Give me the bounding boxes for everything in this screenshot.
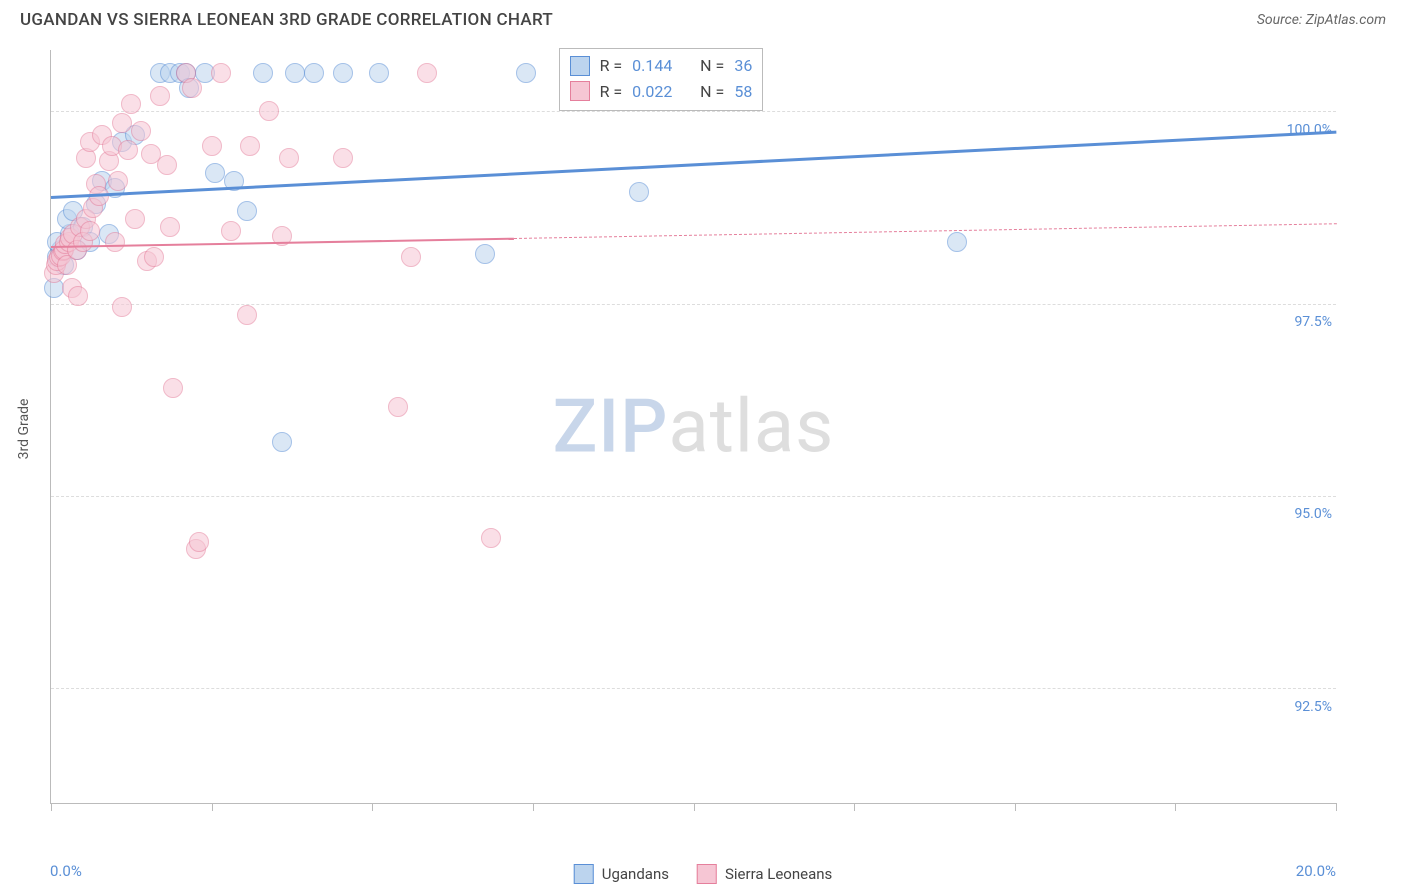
scatter-point-sierra_leoneans <box>240 136 260 156</box>
scatter-point-sierra_leoneans <box>211 63 231 83</box>
stats-row-sierra_leoneans: R = 0.022 N = 58 <box>570 79 753 105</box>
scatter-point-ugandans <box>516 63 536 83</box>
x-tick <box>51 803 52 811</box>
x-tick <box>1175 803 1176 811</box>
scatter-point-ugandans <box>205 163 225 183</box>
scatter-point-ugandans <box>237 201 257 221</box>
scatter-point-sierra_leoneans <box>118 140 138 160</box>
scatter-point-sierra_leoneans <box>68 286 88 306</box>
scatter-point-sierra_leoneans <box>131 121 151 141</box>
watermark: ZIPatlas <box>553 383 835 470</box>
scatter-point-sierra_leoneans <box>80 221 100 241</box>
r-label: R = <box>600 79 623 105</box>
scatter-point-sierra_leoneans <box>112 113 132 133</box>
scatter-point-sierra_leoneans <box>160 217 180 237</box>
scatter-point-sierra_leoneans <box>112 297 132 317</box>
scatter-point-ugandans <box>304 63 324 83</box>
legend-item-ugandans: Ugandans <box>574 864 669 884</box>
source-attribution: Source: ZipAtlas.com <box>1257 12 1386 28</box>
chart-header: UGANDAN VS SIERRA LEONEAN 3RD GRADE CORR… <box>0 0 1406 34</box>
gridline-h <box>51 111 1336 112</box>
scatter-point-ugandans <box>253 63 273 83</box>
scatter-point-sierra_leoneans <box>279 148 299 168</box>
stats-row-ugandans: R = 0.144 N = 36 <box>570 53 753 79</box>
n-label: N = <box>700 79 724 105</box>
gridline-h <box>51 688 1336 689</box>
x-tick <box>533 803 534 811</box>
scatter-point-sierra_leoneans <box>125 209 145 229</box>
scatter-point-sierra_leoneans <box>144 247 164 267</box>
scatter-point-sierra_leoneans <box>108 171 128 191</box>
legend-item-sierra_leoneans: Sierra Leoneans <box>697 864 832 884</box>
x-axis-max-label: 20.0% <box>1296 862 1336 880</box>
scatter-point-sierra_leoneans <box>221 221 241 241</box>
x-tick <box>372 803 373 811</box>
n-value: 36 <box>734 53 752 79</box>
y-tick-label: 97.5% <box>1294 314 1332 330</box>
scatter-point-sierra_leoneans <box>163 378 183 398</box>
scatter-point-ugandans <box>369 63 389 83</box>
scatter-point-ugandans <box>333 63 353 83</box>
legend-label: Ugandans <box>602 865 669 883</box>
scatter-point-ugandans <box>947 232 967 252</box>
scatter-point-sierra_leoneans <box>481 528 501 548</box>
legend-bottom: Ugandans Sierra Leoneans <box>574 864 833 884</box>
legend-swatch-ugandans <box>574 864 594 884</box>
gridline-h <box>51 496 1336 497</box>
swatch-sierra_leoneans <box>570 81 590 101</box>
scatter-point-sierra_leoneans <box>182 78 202 98</box>
scatter-point-ugandans <box>272 432 292 452</box>
scatter-point-sierra_leoneans <box>157 155 177 175</box>
x-tick <box>1015 803 1016 811</box>
trend-line <box>514 223 1336 239</box>
legend-label: Sierra Leoneans <box>725 865 832 883</box>
chart-container: 3rd Grade ZIPatlas R =0.144N =36R =0.022… <box>42 34 1386 824</box>
scatter-point-ugandans <box>629 182 649 202</box>
scatter-point-sierra_leoneans <box>417 63 437 83</box>
scatter-point-sierra_leoneans <box>401 247 421 267</box>
scatter-point-sierra_leoneans <box>237 305 257 325</box>
x-tick <box>1336 803 1337 811</box>
scatter-point-sierra_leoneans <box>333 148 353 168</box>
scatter-point-sierra_leoneans <box>121 94 141 114</box>
x-tick <box>212 803 213 811</box>
swatch-ugandans <box>570 56 590 76</box>
plot-area: ZIPatlas R = 0.144 N = 36 R = 0.022 N = 58 92.5… <box>50 50 1336 804</box>
chart-title: UGANDAN VS SIERRA LEONEAN 3RD GRADE CORR… <box>20 10 553 30</box>
scatter-point-sierra_leoneans <box>105 232 125 252</box>
stats-legend-box: R = 0.144 N = 36 R = 0.022 N = 58 <box>559 48 764 111</box>
x-tick <box>694 803 695 811</box>
scatter-point-sierra_leoneans <box>189 532 209 552</box>
scatter-point-sierra_leoneans <box>202 136 222 156</box>
y-tick-label: 95.0% <box>1294 506 1332 522</box>
scatter-point-ugandans <box>475 244 495 264</box>
scatter-point-ugandans <box>285 63 305 83</box>
n-value: 58 <box>734 79 752 105</box>
scatter-point-sierra_leoneans <box>259 101 279 121</box>
r-label: R = <box>600 53 623 79</box>
x-axis-min-label: 0.0% <box>50 862 82 880</box>
legend-swatch-sierra_leoneans <box>697 864 717 884</box>
n-label: N = <box>700 53 724 79</box>
y-axis-label: 3rd Grade <box>16 399 32 460</box>
x-tick <box>854 803 855 811</box>
scatter-point-sierra_leoneans <box>150 86 170 106</box>
r-value: 0.022 <box>632 79 682 105</box>
scatter-point-sierra_leoneans <box>388 397 408 417</box>
r-value: 0.144 <box>632 53 682 79</box>
y-tick-label: 100.0% <box>1287 122 1332 138</box>
y-tick-label: 92.5% <box>1294 699 1332 715</box>
